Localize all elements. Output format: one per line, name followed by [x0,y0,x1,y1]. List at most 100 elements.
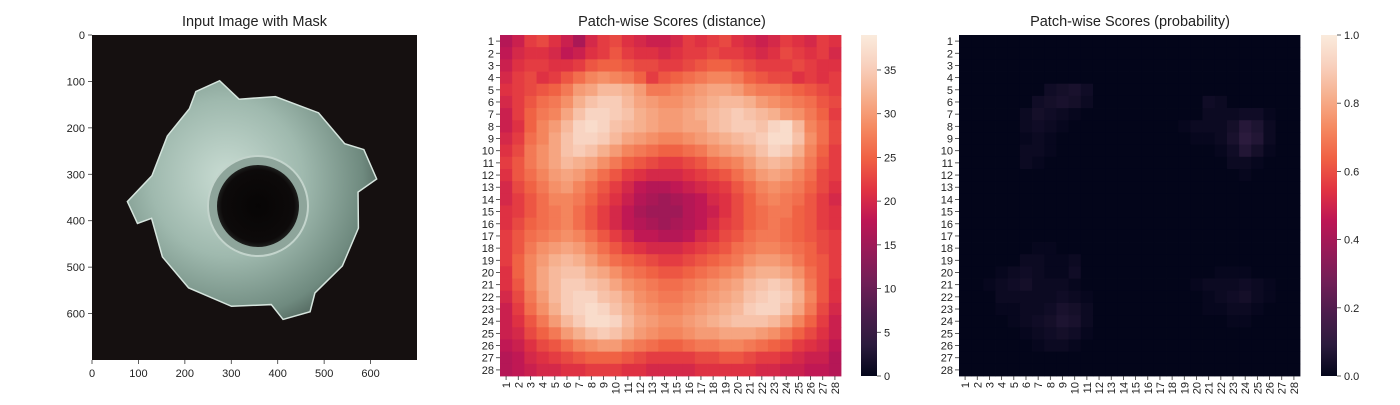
heatmap-cell [1190,35,1203,48]
heatmap-cell [780,120,793,133]
heatmap-cell [1080,47,1094,60]
heatmap-cell [743,108,757,121]
colorbar-tick-label: 1.0 [1344,30,1359,42]
heatmap-y-tick-label: 26 [941,341,953,353]
heatmap-cell [1226,120,1240,133]
heatmap-cell [1092,193,1106,206]
heatmap-cell [597,144,611,158]
heatmap-x-tick-label: 13 [1106,382,1118,394]
heatmap-cell [971,120,984,133]
heatmap-cell [1068,59,1082,72]
heatmap-x-tick-label: 14 [1118,382,1130,394]
heatmap-cell [1032,229,1045,243]
heatmap-cell [804,156,818,170]
heatmap-cell [1007,168,1021,182]
heatmap-cell [1190,327,1203,340]
colorbar-tick-label: 30 [884,109,896,121]
heatmap-cell [1129,266,1143,279]
heatmap-cell [1056,71,1070,85]
heatmap-cell [1275,266,1289,279]
heatmap-cell [585,83,598,97]
colorbar-tick-label: 0.0 [1344,371,1359,383]
heatmap-cell [1068,242,1082,255]
heatmap-cell [1141,181,1155,194]
heatmap-cell [816,156,830,170]
heatmap-cell [1153,339,1167,353]
heatmap-cell [1007,278,1021,292]
heatmap-cell [780,339,793,353]
heatmap-cell [1251,327,1264,340]
heatmap-cell [1202,35,1216,48]
heatmap-cell [1166,327,1179,340]
heatmap-cell [633,229,647,243]
heatmap-cell [1056,217,1070,231]
heatmap-cell [646,108,659,121]
heatmap-cell [1275,315,1289,328]
heatmap-cell [1019,144,1033,158]
heatmap-cell [1019,120,1033,133]
heatmap-cell [524,120,537,133]
heatmap-cell [512,144,525,158]
heatmap-cell [1092,59,1106,72]
heatmap-cell [670,229,684,243]
heatmap-cell [512,254,525,267]
heatmap-cell [804,71,818,85]
heatmap-cell [1080,108,1094,121]
heatmap-cell [670,193,684,206]
heatmap-cell [500,205,513,219]
heatmap-cell [597,351,611,365]
heatmap-cell [828,315,842,328]
heatmap-cell [1287,363,1301,377]
heatmap-cell [1239,120,1252,133]
heatmap-cell [560,278,574,292]
heatmap-cell [743,217,757,231]
heatmap-cell [1153,193,1167,206]
heatmap-cell [621,266,635,279]
heatmap-cell [1275,290,1289,304]
heatmap-cell [1044,278,1057,292]
heatmap-cell [1190,205,1203,219]
heatmap-cell [1166,229,1179,243]
heatmap-cell [536,168,550,182]
heatmap-cell [1202,229,1216,243]
heatmap-cell [1226,290,1240,304]
heatmap-x-tick-label: 22 [757,382,769,394]
heatmap-cell [804,254,818,267]
heatmap-cell [597,59,611,72]
heatmap-cell [707,327,720,340]
image-x-tick-label: 100 [129,368,147,380]
heatmap-cell [646,363,659,377]
heatmap-cell [1263,217,1277,231]
heatmap-cell [560,144,574,158]
heatmap-cell [585,339,598,353]
heatmap-cell [609,266,623,279]
heatmap-cell [1068,351,1082,365]
heatmap-cell [694,363,708,377]
heatmap-cell [585,327,598,340]
heatmap-cell [658,254,671,267]
heatmap-cell [1129,229,1143,243]
heatmap-cell [633,266,647,279]
heatmap-cell [670,47,684,60]
colorbar-tick-label: 10 [884,284,896,296]
heatmap-cell [707,35,720,48]
heatmap-y-tick-label: 7 [947,109,953,121]
heatmap-cell [1129,339,1143,353]
heatmap-cell [560,351,574,365]
heatmap-cell [500,254,513,267]
heatmap-cell [804,351,818,365]
heatmap-cell [828,327,842,340]
heatmap-x-tick-label: 8 [586,382,598,388]
heatmap-cell [1080,229,1094,243]
heatmap-cell [1214,71,1228,85]
heatmap-cell [755,339,769,353]
heatmap-cell [694,242,708,255]
panel-title-image: Input Image with Mask [182,14,328,30]
heatmap-cell [1251,302,1264,316]
heatmap-y-tick-label: 8 [488,121,494,133]
heatmap-cell [959,351,972,365]
heatmap-cell [1117,205,1130,219]
heatmap-cell [1275,302,1289,316]
heatmap-cell [560,229,574,243]
